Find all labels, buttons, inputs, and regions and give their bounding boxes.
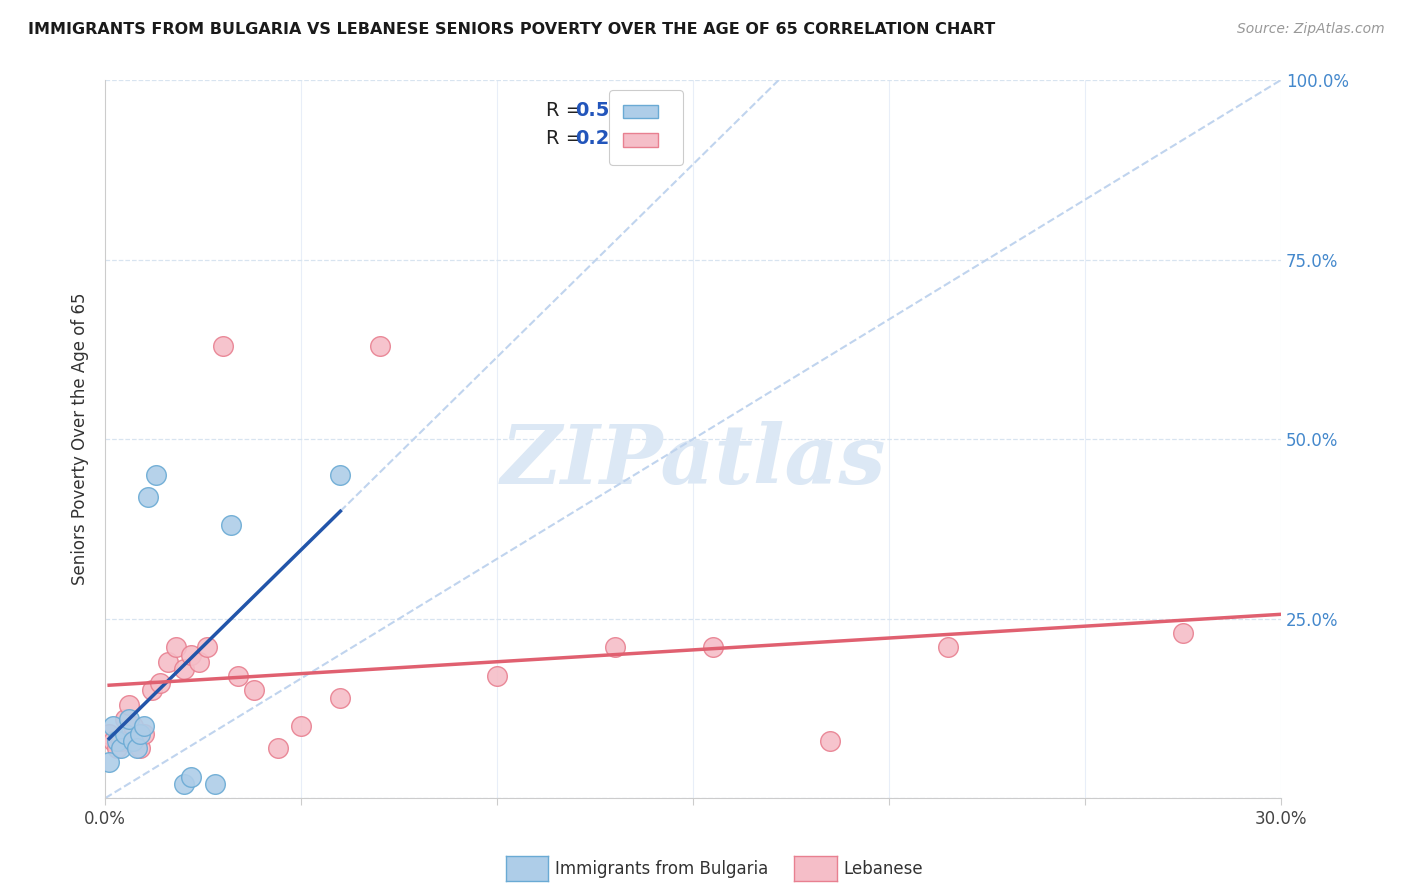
- Y-axis label: Seniors Poverty Over the Age of 65: Seniors Poverty Over the Age of 65: [72, 293, 89, 585]
- Text: 0.279: 0.279: [575, 129, 637, 148]
- Point: [156, 655, 179, 669]
- Point: [329, 467, 352, 482]
- Text: R =: R =: [546, 129, 589, 148]
- Point: [173, 777, 195, 791]
- Point: [114, 712, 136, 726]
- Point: [145, 467, 167, 482]
- Text: Source: ZipAtlas.com: Source: ZipAtlas.com: [1237, 22, 1385, 37]
- Point: [134, 726, 156, 740]
- Point: [141, 683, 163, 698]
- Point: [1171, 626, 1194, 640]
- Point: [180, 770, 202, 784]
- Point: [129, 726, 152, 740]
- Point: [98, 726, 121, 740]
- Point: [114, 726, 136, 740]
- Point: [121, 719, 143, 733]
- Text: N =: N =: [619, 129, 682, 148]
- Point: [118, 712, 141, 726]
- Point: [134, 719, 156, 733]
- Point: [702, 640, 724, 655]
- Point: [136, 490, 159, 504]
- Point: [165, 640, 187, 655]
- Point: [820, 733, 842, 747]
- Point: [180, 648, 202, 662]
- Point: [110, 733, 132, 747]
- Text: N =: N =: [619, 101, 682, 120]
- Point: [211, 339, 233, 353]
- Text: IMMIGRANTS FROM BULGARIA VS LEBANESE SENIORS POVERTY OVER THE AGE OF 65 CORRELAT: IMMIGRANTS FROM BULGARIA VS LEBANESE SEN…: [28, 22, 995, 37]
- Point: [98, 756, 121, 770]
- Point: [105, 733, 128, 747]
- Point: [110, 740, 132, 755]
- Point: [266, 740, 288, 755]
- Text: R =: R =: [546, 101, 589, 120]
- Text: Immigrants from Bulgaria: Immigrants from Bulgaria: [555, 860, 769, 878]
- Point: [125, 733, 148, 747]
- Point: [173, 662, 195, 676]
- Point: [149, 676, 172, 690]
- Text: 0.570: 0.570: [575, 101, 637, 120]
- Text: ZIPatlas: ZIPatlas: [501, 421, 886, 500]
- Point: [129, 740, 152, 755]
- Point: [188, 655, 211, 669]
- Point: [603, 640, 626, 655]
- Point: [219, 518, 242, 533]
- Point: [118, 698, 141, 712]
- Point: [936, 640, 959, 655]
- Point: [368, 339, 391, 353]
- Text: 31: 31: [659, 129, 686, 148]
- Legend: , : ,: [609, 90, 683, 165]
- Text: 17: 17: [659, 101, 686, 120]
- Point: [329, 690, 352, 705]
- Point: [101, 719, 124, 733]
- Text: Lebanese: Lebanese: [844, 860, 924, 878]
- Point: [243, 683, 266, 698]
- Point: [105, 740, 128, 755]
- Point: [290, 719, 312, 733]
- Point: [486, 669, 509, 683]
- Point: [195, 640, 218, 655]
- Point: [228, 669, 250, 683]
- Point: [121, 733, 143, 747]
- Point: [125, 740, 148, 755]
- Point: [204, 777, 226, 791]
- Point: [101, 733, 124, 747]
